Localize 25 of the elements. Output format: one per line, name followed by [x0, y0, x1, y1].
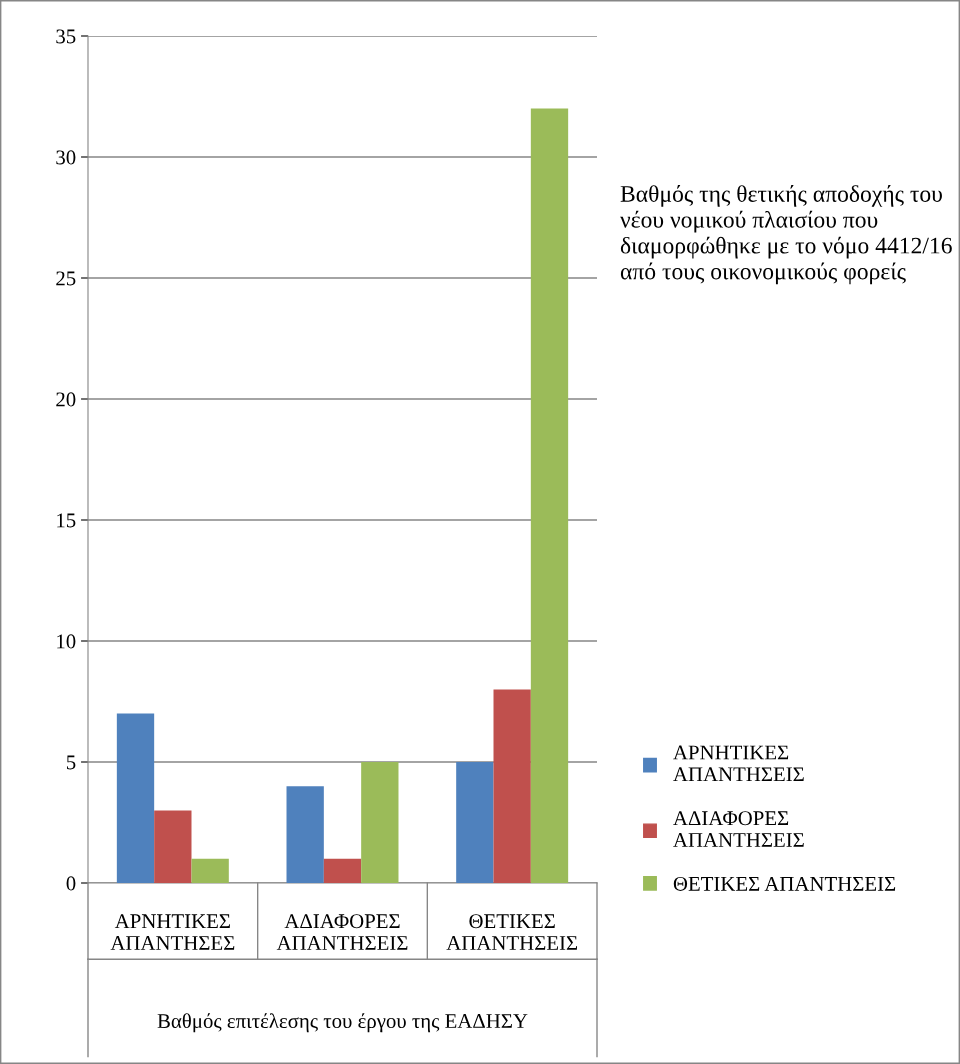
- x-axis-title: Βαθμός επιτέλεσης του έργου της ΕΑΔΗΣΥ: [157, 1013, 528, 1033]
- text: Βαθμός της θετικής αποδοχής του νέου νομικού πλαισίου που διαμορφώθηκε με το νόμο 4412/16 από τους οικονομικούς φορείς: [620, 185, 952, 285]
- y-tick-label: 20: [56, 392, 76, 407]
- y-tick-label: 15: [57, 513, 76, 528]
- legend-label: ΑΡΝΗΤΙΚΕΣ ΑΠΑΝΤΗΣΕΙΣ: [673, 745, 804, 782]
- x-tick-label: ΑΔΙΑΦΟΡΕΣ ΑΠΑΝΤΗΣΕΙΣ: [276, 914, 408, 950]
- x-tick-label: ΘΕΤΙΚΕΣ ΑΠΑΝΤΗΣΕΙΣ: [446, 914, 578, 950]
- bar: [530, 108, 569, 883]
- bar: [493, 689, 531, 883]
- bar: [116, 713, 155, 883]
- x-tick-label: ΑΡΝΗΤΙΚΕΣ ΑΠΑΝΤΗΣΕΣ: [110, 914, 235, 950]
- bar: [456, 762, 494, 883]
- y-tick-label: 10: [57, 634, 76, 649]
- bar: [154, 810, 192, 883]
- bar: [361, 762, 399, 883]
- bar: [191, 858, 229, 883]
- y-tick-label: 35: [56, 29, 76, 44]
- y-tick-label: 30: [56, 150, 76, 165]
- y-tick-label: 0: [66, 876, 76, 891]
- bar: [323, 858, 362, 883]
- y-tick-label: 25: [56, 271, 76, 286]
- bar: [286, 786, 324, 883]
- legend-label: ΘΕΤΙΚΕΣ ΑΠΑΝΤΗΣΕΙΣ: [673, 876, 896, 891]
- legend-label: ΑΔΙΑΦΟΡΕΣ ΑΠΑΝΤΗΣΕΙΣ: [673, 811, 804, 847]
- y-tick-label: 5: [66, 755, 76, 770]
